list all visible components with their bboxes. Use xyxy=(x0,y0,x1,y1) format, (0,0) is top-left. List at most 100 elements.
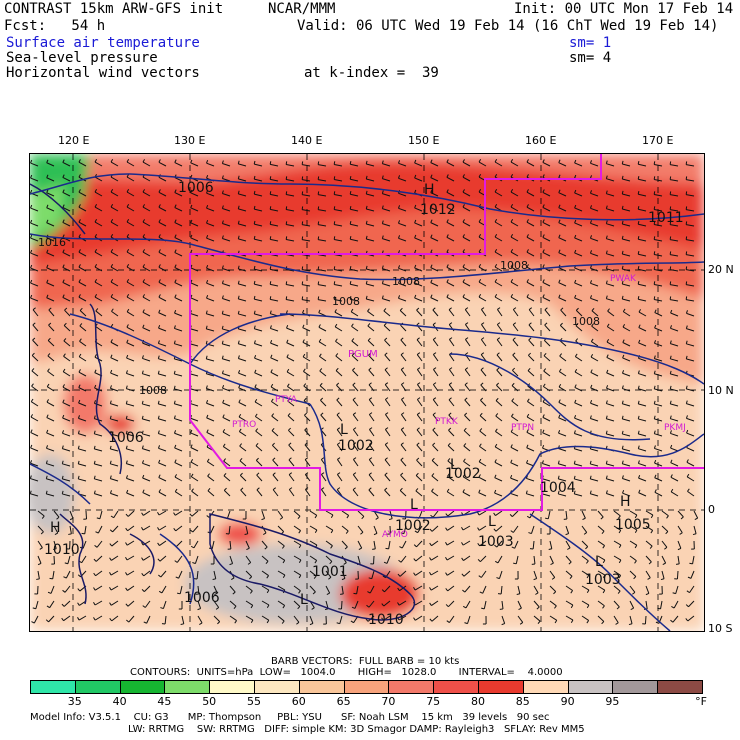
wind-barb xyxy=(494,461,503,467)
wind-barb xyxy=(597,600,605,607)
wind-barb xyxy=(686,358,695,362)
wind-barb-flag xyxy=(526,413,530,418)
wind-barb-flag xyxy=(206,294,209,299)
wind-barb-flag xyxy=(381,265,384,269)
wind-barb-flag xyxy=(78,264,81,268)
wind-barb-flag xyxy=(462,279,465,283)
wind-barb-flag xyxy=(53,548,57,551)
wind-barb-flag xyxy=(429,587,432,591)
colorbar-tick-label: 65 xyxy=(336,695,351,708)
wind-barb xyxy=(325,510,334,516)
wind-barb xyxy=(478,510,487,516)
wind-barb xyxy=(190,373,199,377)
wind-barb-flag xyxy=(542,264,545,268)
wind-barb xyxy=(293,600,301,607)
wind-barb xyxy=(433,369,439,377)
wind-barb-flag xyxy=(445,513,449,517)
wind-barb-flag xyxy=(237,160,240,164)
wind-barb-flag xyxy=(174,560,178,563)
wind-barb xyxy=(194,555,199,564)
wind-barb xyxy=(174,312,183,317)
wind-barb xyxy=(446,281,455,287)
station-label: PTKK xyxy=(435,417,459,427)
wind-barb-flag xyxy=(206,219,209,224)
wind-barb-flag xyxy=(266,589,270,594)
wind-barb-flag xyxy=(206,279,209,284)
wind-barb-flag xyxy=(687,576,692,579)
wind-barb xyxy=(654,253,663,257)
wind-barb-flag xyxy=(447,458,451,462)
wind-barb-flag xyxy=(589,475,592,480)
wind-barb-flag xyxy=(574,219,577,224)
wind-barb-flag xyxy=(313,575,317,579)
wind-barb-flag xyxy=(558,204,561,208)
wind-barb-flag xyxy=(602,605,605,609)
wind-barb-flag xyxy=(160,607,164,610)
wind-barb xyxy=(238,358,247,362)
wind-barb xyxy=(341,570,346,579)
wind-barb xyxy=(254,372,263,377)
wind-barb xyxy=(254,357,263,362)
wind-barb-flag xyxy=(157,445,161,449)
wind-barb xyxy=(558,237,567,242)
wind-barb-flag xyxy=(367,591,371,594)
wind-barb-flag xyxy=(349,191,352,195)
wind-barb xyxy=(142,492,151,497)
wind-barb-flag xyxy=(353,442,357,445)
wind-barb xyxy=(416,540,423,548)
wind-barb xyxy=(158,327,167,332)
wind-barb-flag xyxy=(109,415,112,419)
wind-barb xyxy=(654,298,663,302)
wind-barb xyxy=(158,191,167,197)
wind-barb xyxy=(110,266,119,272)
wind-barb-flag xyxy=(445,572,448,576)
wind-barb-flag xyxy=(190,444,193,448)
wind-barb-flag xyxy=(173,400,176,404)
wind-barb-flag xyxy=(125,475,128,479)
wind-barb xyxy=(670,209,679,212)
wind-barb-flag xyxy=(221,355,224,359)
wind-barb xyxy=(414,162,423,167)
wind-barb xyxy=(638,403,647,407)
wind-barb xyxy=(398,192,407,197)
wind-barb-flag xyxy=(110,515,114,519)
wind-barb xyxy=(366,178,375,182)
wind-barb xyxy=(245,615,254,621)
wind-barb xyxy=(366,298,375,302)
wind-barb xyxy=(229,540,232,550)
wind-barb-flag xyxy=(416,307,420,311)
wind-barb xyxy=(254,208,263,212)
wind-barb xyxy=(277,615,285,622)
wind-barb xyxy=(590,387,599,392)
wind-barb xyxy=(638,462,647,467)
wind-barb-flag xyxy=(142,324,145,328)
pressure-center-marker: H xyxy=(50,520,61,536)
wind-barb-flag xyxy=(62,219,65,223)
wind-barb xyxy=(687,490,695,497)
wind-barb-flag xyxy=(429,618,433,622)
wind-barb xyxy=(158,477,167,482)
wind-barb-flag xyxy=(190,529,194,533)
wind-barb xyxy=(286,342,295,347)
wind-barb xyxy=(366,268,375,272)
wind-barb-flag xyxy=(47,353,51,357)
wind-barb xyxy=(62,207,71,212)
wind-barb xyxy=(238,328,247,332)
wind-barb xyxy=(293,585,301,592)
wind-barb-flag xyxy=(177,592,181,595)
wind-barb-flag xyxy=(63,338,67,342)
wind-barb xyxy=(446,540,455,546)
wind-barb-flag xyxy=(330,545,333,549)
wind-barb xyxy=(288,474,295,482)
wind-barb xyxy=(384,444,391,452)
wind-barb-flag xyxy=(397,602,400,606)
wind-barb-flag xyxy=(311,607,315,610)
wind-barb-flag xyxy=(270,369,273,373)
wind-barb xyxy=(320,414,327,422)
wind-barb-flag xyxy=(429,571,432,576)
wind-barb-flag xyxy=(239,472,243,476)
wind-barb xyxy=(318,164,327,167)
wind-barb xyxy=(238,313,247,317)
wind-barb xyxy=(430,282,439,287)
wind-barb-flag xyxy=(493,528,497,532)
